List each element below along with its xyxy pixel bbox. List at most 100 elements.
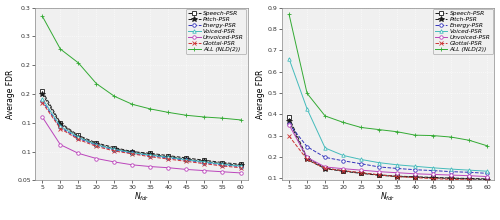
ALL (NLD(2)): [166, 111, 172, 114]
Energy-PSR: [130, 152, 136, 155]
Pitch-PSR: [484, 178, 490, 181]
Unvoiced-PSR: [484, 175, 490, 178]
Energy-PSR: [394, 167, 400, 170]
Unvoiced-PSR: [112, 161, 117, 163]
Unvoiced-PSR: [220, 170, 226, 173]
ALL (NLD(2)): [130, 103, 136, 106]
Pitch-PSR: [340, 170, 346, 172]
Voiced-PSR: [238, 165, 244, 167]
Glottal-PSR: [340, 169, 346, 172]
Glottal-PSR: [412, 176, 418, 179]
Glottal-PSR: [94, 145, 100, 148]
Unvoiced-PSR: [430, 173, 436, 176]
Glottal-PSR: [430, 177, 436, 180]
Line: Unvoiced-PSR: Unvoiced-PSR: [288, 123, 489, 178]
Glottal-PSR: [448, 178, 454, 181]
ALL (NLD(2)): [466, 139, 472, 142]
Glottal-PSR: [112, 150, 117, 152]
Glottal-PSR: [286, 135, 292, 137]
Line: Pitch-PSR: Pitch-PSR: [40, 91, 244, 168]
Speech-PSR: [448, 177, 454, 179]
Unvoiced-PSR: [412, 172, 418, 175]
Unvoiced-PSR: [466, 174, 472, 177]
Voiced-PSR: [466, 169, 472, 171]
Glottal-PSR: [394, 175, 400, 178]
Voiced-PSR: [130, 151, 136, 154]
Unvoiced-PSR: [286, 124, 292, 126]
Pitch-PSR: [448, 177, 454, 180]
Glottal-PSR: [220, 165, 226, 167]
Speech-PSR: [286, 116, 292, 119]
Pitch-PSR: [358, 172, 364, 175]
Pitch-PSR: [94, 143, 100, 145]
Pitch-PSR: [148, 153, 154, 156]
Voiced-PSR: [220, 163, 226, 166]
Voiced-PSR: [430, 167, 436, 169]
Pitch-PSR: [220, 162, 226, 165]
Voiced-PSR: [484, 170, 490, 172]
Energy-PSR: [202, 161, 207, 164]
Voiced-PSR: [166, 156, 172, 159]
Pitch-PSR: [412, 176, 418, 178]
ALL (NLD(2)): [376, 128, 382, 131]
Unvoiced-PSR: [58, 143, 64, 146]
Energy-PSR: [430, 169, 436, 172]
Speech-PSR: [394, 175, 400, 178]
Line: Pitch-PSR: Pitch-PSR: [286, 118, 490, 182]
Energy-PSR: [112, 148, 117, 151]
Speech-PSR: [412, 176, 418, 178]
Line: Energy-PSR: Energy-PSR: [288, 122, 489, 175]
ALL (NLD(2)): [484, 145, 490, 147]
ALL (NLD(2)): [430, 134, 436, 137]
Speech-PSR: [112, 146, 117, 149]
Speech-PSR: [94, 142, 100, 144]
Energy-PSR: [286, 123, 292, 125]
Speech-PSR: [340, 169, 346, 172]
Line: Speech-PSR: Speech-PSR: [288, 116, 489, 181]
Voiced-PSR: [376, 161, 382, 164]
Energy-PSR: [76, 137, 82, 140]
Unvoiced-PSR: [340, 167, 346, 170]
ALL (NLD(2)): [40, 15, 46, 18]
ALL (NLD(2)): [304, 92, 310, 95]
Pitch-PSR: [166, 156, 172, 158]
Speech-PSR: [148, 152, 154, 155]
Glottal-PSR: [358, 171, 364, 174]
Voiced-PSR: [112, 148, 117, 151]
Unvoiced-PSR: [130, 163, 136, 166]
Line: Glottal-PSR: Glottal-PSR: [288, 134, 489, 183]
Glottal-PSR: [202, 162, 207, 165]
Legend: Speech-PSR, Pitch-PSR, Energy-PSR, Voiced-PSR, Unvoiced-PSR, Glottal-PSR, ALL (N: Speech-PSR, Pitch-PSR, Energy-PSR, Voice…: [186, 9, 246, 54]
Voiced-PSR: [322, 147, 328, 149]
Pitch-PSR: [202, 160, 207, 163]
Energy-PSR: [184, 159, 190, 161]
Pitch-PSR: [112, 147, 117, 150]
ALL (NLD(2)): [340, 121, 346, 124]
X-axis label: $N_{fdr}$: $N_{fdr}$: [380, 191, 396, 204]
Energy-PSR: [238, 165, 244, 168]
Glottal-PSR: [304, 158, 310, 161]
Unvoiced-PSR: [322, 166, 328, 168]
X-axis label: $N_{fdr}$: $N_{fdr}$: [134, 191, 149, 204]
Speech-PSR: [466, 177, 472, 180]
Unvoiced-PSR: [358, 169, 364, 171]
Energy-PSR: [412, 169, 418, 171]
Speech-PSR: [484, 178, 490, 180]
Y-axis label: Average FDR: Average FDR: [256, 69, 265, 119]
Pitch-PSR: [376, 174, 382, 177]
Pitch-PSR: [322, 167, 328, 170]
Speech-PSR: [130, 150, 136, 153]
Unvoiced-PSR: [238, 172, 244, 174]
Glottal-PSR: [130, 153, 136, 155]
Line: Glottal-PSR: Glottal-PSR: [40, 101, 242, 169]
ALL (NLD(2)): [76, 62, 82, 64]
Legend: Speech-PSR, Pitch-PSR, Energy-PSR, Voiced-PSR, Unvoiced-PSR, Glottal-PSR, ALL (N: Speech-PSR, Pitch-PSR, Energy-PSR, Voice…: [432, 9, 492, 54]
Glottal-PSR: [58, 127, 64, 130]
Unvoiced-PSR: [184, 168, 190, 171]
Speech-PSR: [76, 134, 82, 137]
Glottal-PSR: [184, 160, 190, 163]
Glottal-PSR: [376, 174, 382, 176]
Energy-PSR: [484, 172, 490, 175]
Unvoiced-PSR: [94, 157, 100, 160]
Glottal-PSR: [322, 167, 328, 170]
